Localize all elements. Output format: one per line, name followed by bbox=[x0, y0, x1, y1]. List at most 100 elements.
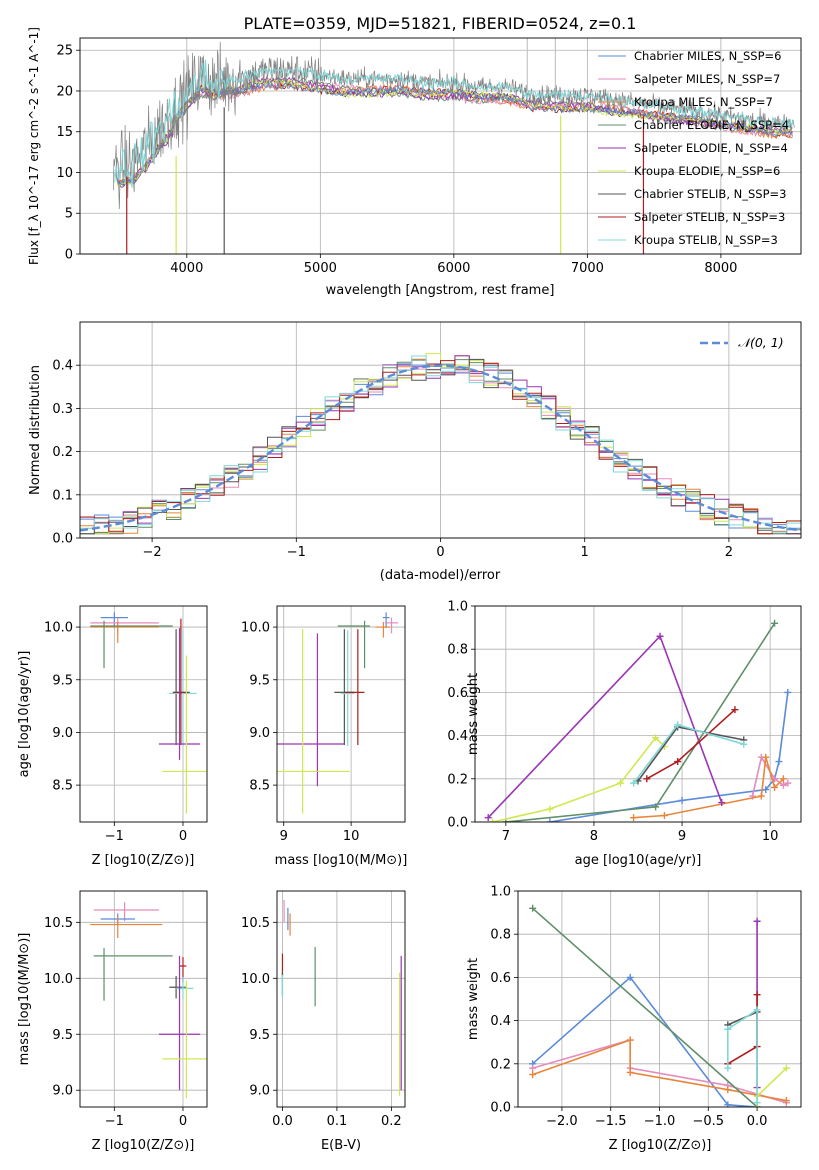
legend-label: Chabrier MILES, N_SSP=6 bbox=[634, 49, 781, 63]
y-tick-label: 0.4 bbox=[490, 1014, 511, 1029]
x-tick-label: −2.0 bbox=[546, 1114, 578, 1129]
y-tick-label: 20 bbox=[56, 84, 73, 99]
y-tick-label: 8.5 bbox=[249, 779, 270, 794]
age-vs-metallicity-panel: −1 0 8.5 9.0 9.5 10.0 Z [log10(Z/Z⊙)] age [log1… bbox=[17, 605, 208, 868]
x-axis-label: wavelength [Angstrom, rest frame] bbox=[326, 283, 555, 298]
x-axis-label: (data-model)/error bbox=[380, 568, 501, 583]
x-tick-label: −1 bbox=[287, 545, 306, 560]
x-axis-label: Z [log10(Z/Z⊙)] bbox=[92, 1138, 195, 1153]
weight-marker bbox=[782, 1064, 790, 1072]
y-tick-label: 0.8 bbox=[490, 928, 511, 943]
x-tick-label: −0.5 bbox=[693, 1114, 725, 1129]
weight-vs-age-panel: 7 8 9 10 0.0 0.2 0.4 0.6 0.8 1.0 age [log10(age/yr… bbox=[447, 600, 802, 868]
legend-label: Chabrier ELODIE, N_SSP=4 bbox=[634, 118, 789, 132]
x-tick-label: 0 bbox=[179, 829, 187, 844]
axes-frame bbox=[79, 605, 208, 823]
errorbar-point-kroupa_stelib bbox=[176, 977, 194, 1000]
weight-line bbox=[532, 907, 758, 1107]
x-tick-label: 6000 bbox=[437, 261, 470, 276]
axes-frame bbox=[79, 890, 208, 1108]
weight-marker bbox=[724, 1064, 732, 1072]
errorbar-point-kroupa_elodie bbox=[277, 629, 350, 814]
weight-marker bbox=[757, 792, 765, 800]
x-tick-label: 8 bbox=[590, 829, 598, 844]
y-tick-label: 10 bbox=[56, 166, 73, 181]
model-spectrum-chabrier_elodie bbox=[114, 77, 793, 186]
plot-area bbox=[281, 899, 402, 1096]
model-spectrum-kroupa_stelib bbox=[114, 59, 794, 188]
y-tick-label: 9.5 bbox=[249, 1028, 270, 1043]
errorbar-point-salpeter_elodie bbox=[277, 633, 345, 787]
weight-marker bbox=[643, 775, 651, 783]
weight-marker bbox=[753, 1006, 761, 1014]
x-tick-label: 9 bbox=[678, 829, 686, 844]
weight-marker bbox=[731, 706, 739, 714]
axes-frame bbox=[517, 890, 802, 1108]
y-tick-label: 0.4 bbox=[52, 359, 73, 374]
weight-marker bbox=[784, 779, 792, 787]
weight-marker bbox=[652, 803, 660, 811]
histogram-kroupa_stelib bbox=[80, 355, 801, 533]
x-tick-label: −1.5 bbox=[595, 1114, 627, 1129]
weight-marker bbox=[762, 753, 770, 761]
errorbar-point-chabrier_elodie bbox=[337, 620, 370, 669]
x-axis-label: age [log10(age/yr)] bbox=[575, 853, 702, 868]
weight-marker bbox=[489, 818, 497, 822]
y-tick-label: 9.0 bbox=[52, 1084, 73, 1099]
weight-line bbox=[727, 1008, 758, 1103]
plot-area bbox=[90, 612, 207, 814]
errorbar-point-salpeter_stelib bbox=[174, 618, 188, 746]
x-tick-label: 0.2 bbox=[381, 1114, 402, 1129]
y-tick-label: 1.0 bbox=[447, 600, 468, 615]
y-tick-label: 0.2 bbox=[447, 772, 468, 787]
legend-label: Salpeter MILES, N_SSP=7 bbox=[634, 72, 780, 86]
y-tick-label: 0.3 bbox=[52, 402, 73, 417]
weight-marker bbox=[740, 740, 748, 748]
age-vs-mass-panel: 9 10 8.5 9.0 9.5 10.0 mass [log10(M/M⊙)] bbox=[241, 605, 407, 868]
weight-marker bbox=[529, 1071, 537, 1079]
weight-marker bbox=[529, 1064, 537, 1072]
weight-line bbox=[637, 726, 744, 782]
y-axis-label: mass weight bbox=[466, 958, 481, 1040]
normal-curve bbox=[80, 364, 801, 532]
y-axis-label: Normed distribution bbox=[28, 365, 43, 495]
weight-marker bbox=[779, 781, 787, 789]
y-tick-label: 25 bbox=[56, 44, 73, 59]
legend-label: Salpeter ELODIE, N_SSP=4 bbox=[634, 141, 788, 155]
y-tick-label: 0.0 bbox=[490, 1101, 511, 1116]
errorbar-point-kroupa_miles bbox=[90, 916, 163, 939]
y-tick-label: 0.6 bbox=[490, 971, 511, 986]
y-tick-label: 0.2 bbox=[490, 1057, 511, 1072]
y-tick-label: 15 bbox=[56, 125, 73, 140]
legend-label: Kroupa MILES, N_SSP=7 bbox=[634, 95, 773, 109]
weight-marker bbox=[626, 1036, 634, 1044]
y-tick-label: 9.0 bbox=[52, 726, 73, 741]
x-tick-label: 5000 bbox=[304, 261, 337, 276]
y-tick-label: 10.5 bbox=[44, 916, 73, 931]
plot-area bbox=[80, 353, 801, 535]
weight-marker bbox=[652, 734, 660, 742]
weight-marker bbox=[484, 814, 492, 822]
x-tick-label: 7 bbox=[502, 829, 510, 844]
weight-line bbox=[633, 756, 784, 819]
weight-marker bbox=[784, 688, 792, 696]
spectrum-panel: 4000 5000 6000 7000 8000 0 5 10 15 20 25 Chabrier M… bbox=[27, 27, 802, 298]
weight-marker bbox=[724, 1101, 732, 1107]
x-tick-label: 0.0 bbox=[272, 1114, 293, 1129]
y-tick-label: 9.5 bbox=[52, 1028, 73, 1043]
x-tick-label: 0 bbox=[179, 1114, 187, 1129]
y-axis-label: mass [log10(M/M⊙)] bbox=[17, 933, 32, 1066]
x-tick-label: 0 bbox=[436, 545, 444, 560]
weight-marker bbox=[630, 814, 638, 822]
plot-area bbox=[113, 38, 795, 254]
y-tick-label: 10.0 bbox=[241, 972, 270, 987]
weight-marker bbox=[529, 904, 537, 912]
x-tick-label: 7000 bbox=[571, 261, 604, 276]
y-tick-label: 10.5 bbox=[241, 916, 270, 931]
weight-series-chabrier_elodie bbox=[502, 619, 779, 822]
y-tick-label: 0.6 bbox=[447, 686, 468, 701]
x-tick-label: 0.1 bbox=[327, 1114, 348, 1129]
spectrum-legend: Chabrier MILES, N_SSP=6 Salpeter MILES, N… bbox=[598, 49, 789, 247]
y-tick-label: 0.0 bbox=[447, 816, 468, 831]
y-tick-label: 1.0 bbox=[490, 885, 511, 900]
